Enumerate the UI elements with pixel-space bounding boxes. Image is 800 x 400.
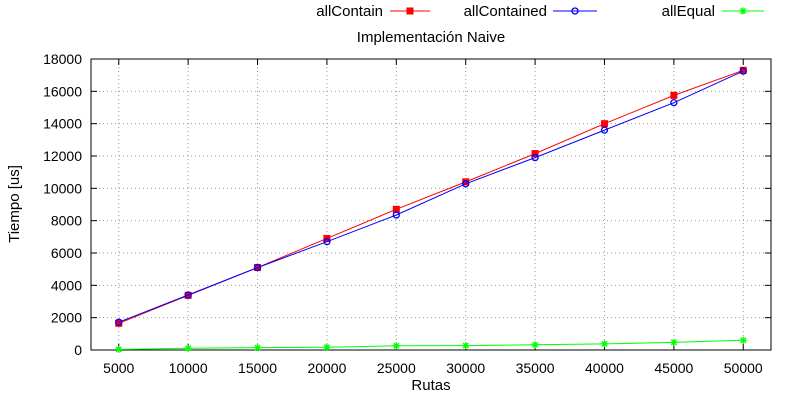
data-point-allEqual	[531, 341, 539, 349]
x-tick-label: 20000	[307, 360, 346, 376]
y-tick-label: 6000	[51, 245, 82, 261]
x-tick-label: 45000	[654, 360, 693, 376]
axis-ticks: 0 2000 4000 6000 8000 10000 12000 14000 16000 180…	[43, 51, 771, 376]
legend-label: allContain	[316, 3, 383, 20]
y-tick-label: 14000	[43, 116, 82, 132]
x-tick-label: 40000	[585, 360, 624, 376]
x-axis-title: Rutas	[411, 377, 450, 394]
legend-item-allContain: allContain	[316, 3, 430, 20]
series-line-allEqual	[118, 339, 744, 350]
data-point-allEqual	[254, 344, 262, 352]
data-point-allContained	[323, 238, 331, 246]
data-point-allContained	[739, 67, 747, 75]
x-tick-label: 35000	[516, 360, 555, 376]
x-tick-label: 25000	[377, 360, 416, 376]
y-tick-label: 12000	[43, 148, 82, 164]
data-point-allContain	[600, 120, 608, 128]
data-point-allContain	[462, 178, 470, 186]
data-point-allEqual	[739, 336, 747, 344]
legend-label: allContained	[464, 3, 547, 20]
data-point-allEqual	[184, 344, 192, 352]
legend-marker	[406, 7, 414, 15]
plot-frame	[90, 58, 772, 351]
data-point-allEqual	[392, 342, 400, 350]
x-tick-label: 10000	[169, 360, 208, 376]
x-tick-label: 5000	[103, 360, 134, 376]
series-allContain	[115, 66, 747, 327]
x-tick-label: 30000	[446, 360, 485, 376]
series-allContained	[115, 67, 747, 326]
data-point-allEqual	[462, 342, 470, 350]
data-point-allEqual	[600, 340, 608, 348]
grid-lines	[91, 59, 771, 350]
data-point-allContain	[392, 205, 400, 213]
legend-marker	[739, 7, 747, 15]
data-point-allEqual	[115, 345, 123, 353]
legend-item-allEqual: allEqual	[662, 3, 764, 20]
x-tick-label: 15000	[238, 360, 277, 376]
y-tick-label: 16000	[43, 83, 82, 99]
y-tick-label: 18000	[43, 51, 82, 67]
data-point-allContained	[600, 126, 609, 134]
chart-title: Implementación Naive	[357, 29, 505, 46]
data-point-allContained	[253, 263, 262, 272]
data-point-allContain	[531, 150, 539, 158]
y-tick-label: 10000	[43, 180, 82, 196]
y-tick-label: 8000	[51, 213, 82, 229]
data-point-allEqual	[670, 338, 678, 346]
y-axis-title: Tiempo [us]	[6, 165, 23, 243]
data-point-allContained	[462, 180, 470, 188]
y-tick-label: 4000	[51, 277, 82, 293]
series-allEqual	[115, 336, 747, 353]
data-point-allContain	[670, 91, 678, 99]
data-point-allContain	[739, 66, 747, 74]
legend-label: allEqual	[662, 3, 715, 20]
legend-item-allContained: allContained	[464, 3, 597, 20]
data-point-allEqual	[323, 343, 331, 351]
data-point-allContained	[184, 291, 192, 299]
data-point-allContain	[115, 319, 123, 327]
y-tick-label: 0	[74, 342, 82, 358]
y-tick-label: 2000	[51, 310, 82, 326]
legend-marker	[571, 7, 579, 15]
series-line-allContained	[118, 70, 744, 323]
data-point-allContained	[115, 318, 123, 326]
data-point-allContained	[531, 153, 539, 162]
data-point-allContained	[392, 211, 400, 219]
data-point-allContained	[670, 99, 678, 107]
series-layer	[115, 66, 747, 353]
x-tick-label: 50000	[724, 360, 763, 376]
legend: allContain allContained allEqual	[316, 3, 764, 20]
